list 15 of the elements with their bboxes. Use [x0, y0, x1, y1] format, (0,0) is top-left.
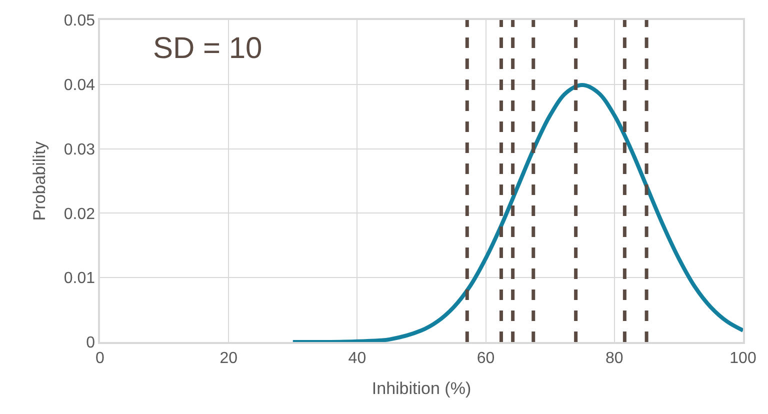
line-series — [290, 83, 743, 342]
annotation: SD = 10 — [153, 32, 262, 65]
x-axis-title: Inhibition (%) — [372, 378, 472, 398]
y-axis-title: Probability — [30, 140, 49, 221]
x-tick-label: 40 — [348, 350, 366, 367]
y-tick-label: 0 — [86, 334, 96, 352]
y-tick-label: 0.05 — [64, 12, 96, 30]
y-tick-label: 0.01 — [64, 270, 96, 288]
x-tick-label: 100 — [730, 350, 756, 367]
x-tick-label: 80 — [606, 350, 624, 367]
y-tick-label: 0.02 — [64, 206, 96, 223]
x-tick-label: 60 — [476, 350, 495, 367]
y-tick-label: 0.03 — [64, 141, 96, 158]
y-tick-label: 0.04 — [64, 77, 96, 94]
x-tick-label: 20 — [220, 350, 238, 367]
